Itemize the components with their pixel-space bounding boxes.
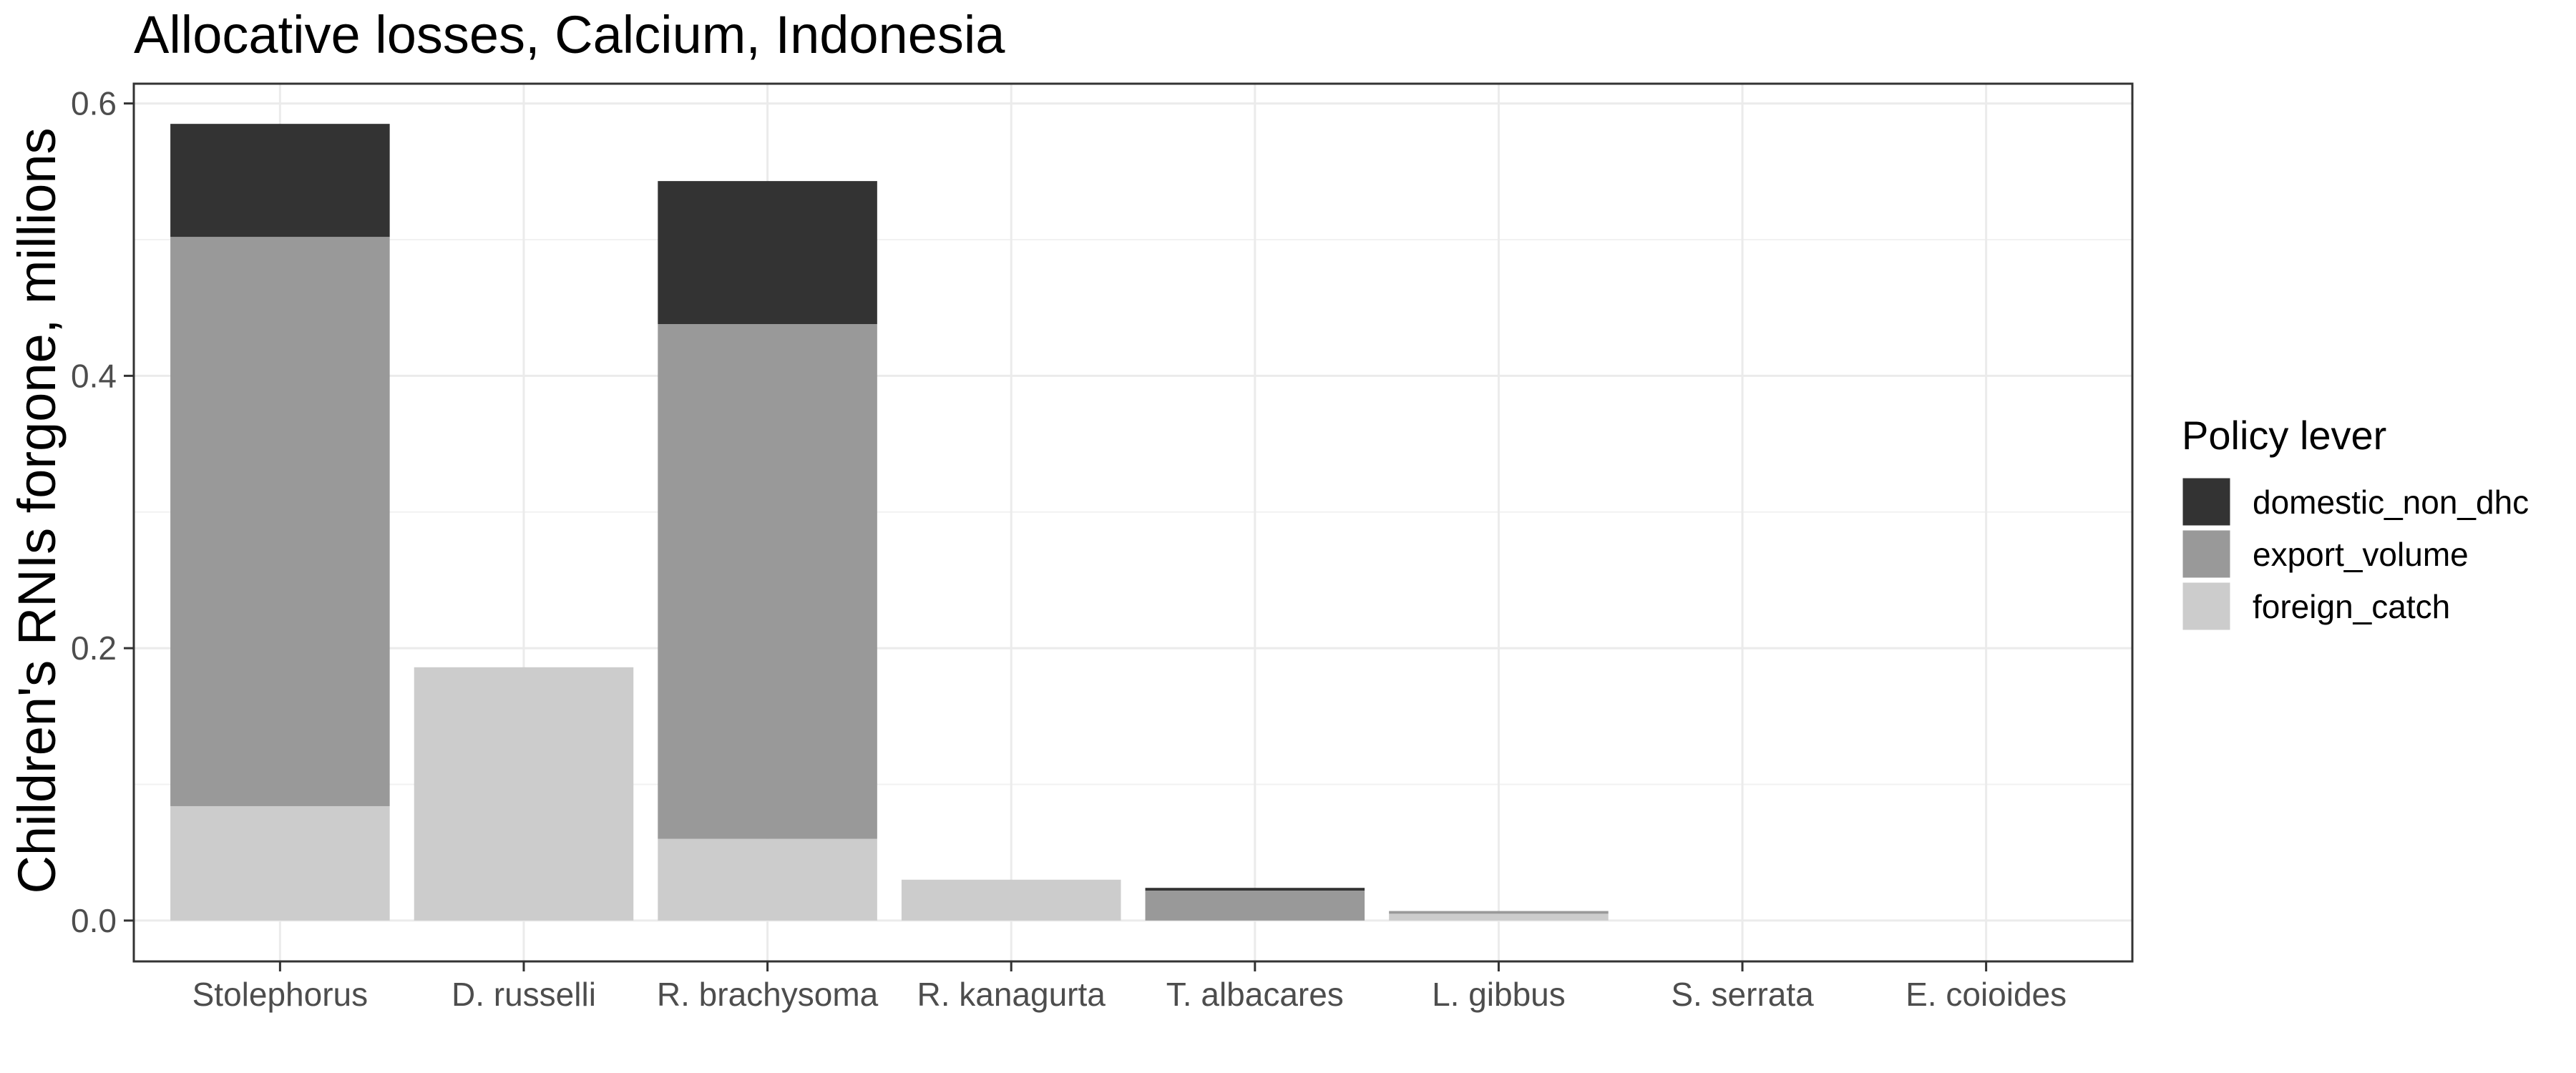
y-axis: 0.0 0.2 0.4 0.6 bbox=[71, 85, 134, 939]
legend-title: Policy lever bbox=[2182, 413, 2386, 458]
x-tick-label: Stolephorus bbox=[192, 976, 369, 1013]
x-tick-label: E. coioides bbox=[1906, 976, 2067, 1013]
legend-swatch bbox=[2180, 528, 2233, 580]
x-tick-label: R. kanagurta bbox=[917, 976, 1106, 1013]
bar-segment bbox=[170, 124, 390, 237]
bar-segment bbox=[414, 667, 634, 921]
bar-segment bbox=[658, 838, 877, 921]
legend-label: export_volume bbox=[2253, 536, 2469, 573]
y-tick-label: 0.4 bbox=[71, 357, 117, 394]
y-tick-label: 0.0 bbox=[71, 902, 117, 939]
y-tick-label: 0.6 bbox=[71, 85, 117, 122]
x-tick-label: R. brachysoma bbox=[657, 976, 879, 1013]
bar-segment bbox=[170, 805, 390, 921]
legend-swatch bbox=[2180, 476, 2233, 528]
x-tick-label: S. serrata bbox=[1671, 976, 1814, 1013]
plot-panel-border bbox=[132, 82, 2134, 963]
bar-segment bbox=[658, 324, 877, 839]
y-tick-label: 0.2 bbox=[71, 629, 117, 667]
legend-label: foreign_catch bbox=[2253, 588, 2450, 625]
legend-swatch bbox=[2180, 580, 2233, 632]
bar-segment bbox=[1389, 913, 1609, 921]
legend: Policy lever domestic_non_dhc export_volu… bbox=[2180, 413, 2529, 632]
bar-segment bbox=[170, 237, 390, 806]
bars bbox=[170, 124, 1609, 921]
bar-segment bbox=[1145, 891, 1365, 921]
chart-title: Allocative losses, Calcium, Indonesia bbox=[134, 5, 1005, 64]
x-tick-label: D. russelli bbox=[452, 976, 596, 1013]
bar-segment bbox=[658, 181, 877, 325]
x-tick-label: T. albacares bbox=[1166, 976, 1344, 1013]
bar-segment bbox=[1145, 888, 1365, 891]
bar-segment bbox=[901, 879, 1121, 921]
x-tick-label: L. gibbus bbox=[1432, 976, 1566, 1013]
x-axis: Stolephorus D. russelli R. brachysoma R. ka… bbox=[192, 961, 2067, 1013]
bar-segment bbox=[1389, 911, 1609, 914]
y-axis-title: Children's RNIs forgone, millions bbox=[7, 127, 67, 893]
legend-label: domestic_non_dhc bbox=[2253, 484, 2529, 521]
